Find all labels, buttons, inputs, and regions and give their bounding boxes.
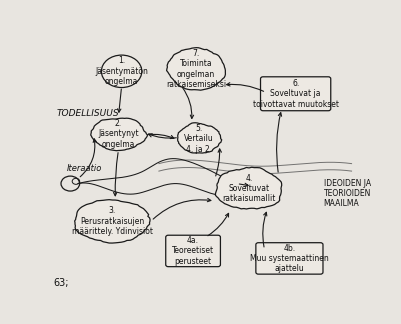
Text: 2.
Jäsentynyt
ongelma: 2. Jäsentynyt ongelma (98, 119, 139, 149)
Text: 1.
Jäsentymätön
ongelma: 1. Jäsentymätön ongelma (95, 56, 148, 86)
Polygon shape (178, 123, 222, 153)
Text: IDEOIDEN JA
TEORIOIDEN
MAAILMA: IDEOIDEN JA TEORIOIDEN MAAILMA (324, 179, 371, 208)
Text: 63;: 63; (53, 278, 69, 288)
FancyBboxPatch shape (261, 77, 331, 111)
Text: 4b.
Muu systemaattinen
ajattelu: 4b. Muu systemaattinen ajattelu (250, 244, 329, 273)
Text: Iteraatio: Iteraatio (67, 164, 103, 173)
Text: 7.
Toiminta
ongelman
ratkaisemiseksi: 7. Toiminta ongelman ratkaisemiseksi (166, 49, 226, 89)
Polygon shape (75, 200, 150, 243)
Ellipse shape (101, 55, 142, 87)
Polygon shape (215, 167, 282, 209)
FancyBboxPatch shape (166, 235, 221, 267)
FancyBboxPatch shape (256, 243, 323, 274)
Text: 4a.
Teoreetiset
perusteet: 4a. Teoreetiset perusteet (172, 236, 214, 266)
Text: 3.
Perusratkaisujen
määrittely. Ydinvisiot: 3. Perusratkaisujen määrittely. Ydinvisi… (72, 206, 153, 236)
Polygon shape (167, 48, 225, 90)
Text: 5.
Vertailu
4. ja 2.: 5. Vertailu 4. ja 2. (184, 124, 214, 154)
Polygon shape (91, 118, 148, 151)
Text: 6.
Soveltuvat ja
toivottavat muutokset: 6. Soveltuvat ja toivottavat muutokset (253, 79, 338, 109)
Text: 4.
Soveltuvat
ratkaisumallit: 4. Soveltuvat ratkaisumallit (222, 174, 276, 203)
Text: TODELLISUUS: TODELLISUUS (56, 109, 119, 118)
